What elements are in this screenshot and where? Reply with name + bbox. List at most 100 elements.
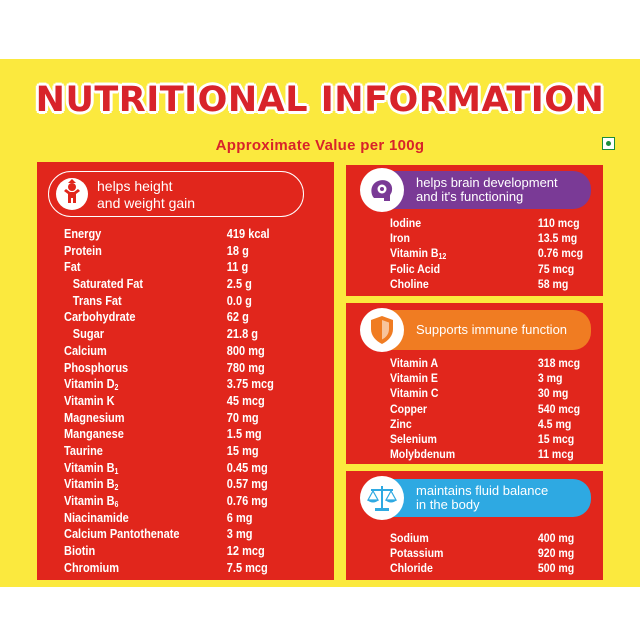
nutrient-value: 3.75 mcg xyxy=(226,377,274,392)
nutrient-value: 318 mcg xyxy=(537,356,581,370)
nutrient-row: Trans Fat 0.0 g xyxy=(64,293,293,310)
immune-nutrient-list: Vitamin A 318 mcg Vitamin E 3 mg Vitamin C 30… xyxy=(390,356,630,462)
page-subtitle: Approximate Value per 100g xyxy=(215,137,425,154)
immune-header: Supports immune function xyxy=(360,308,591,352)
nutrient-value: 70 mg xyxy=(226,410,259,425)
nutrient-name: Sugar xyxy=(72,327,104,342)
nutrient-row: Iodine 110 mcg xyxy=(390,216,601,231)
nutrient-value: 2.5 g xyxy=(226,277,252,292)
nutrient-name: Selenium xyxy=(390,431,437,446)
nutrient-row: Sugar 21.8 g xyxy=(64,326,293,343)
brain-header-line2: and it's functioning xyxy=(416,189,524,204)
nutrient-row: Niacinamide 6 mg xyxy=(64,510,293,527)
nutrient-name: Carbohydrate xyxy=(64,310,136,325)
nutrient-name: Copper xyxy=(390,401,427,416)
nutrient-name: Manganese xyxy=(64,427,124,442)
nutrient-value: 21.8 g xyxy=(226,327,258,342)
growth-nutrient-list: Energy 419 kcal Protein 18 g Fat 11 g Saturate… xyxy=(64,226,324,576)
nutrient-value: 7.5 mcg xyxy=(226,560,268,575)
nutrient-name: Saturated Fat xyxy=(72,277,144,292)
shield-icon xyxy=(360,308,404,352)
nutrient-value: 500 mg xyxy=(537,561,575,576)
brain-header-line1: helps brain development xyxy=(416,175,558,190)
nutrient-value: 110 mcg xyxy=(537,216,580,230)
nutrient-name: Iodine xyxy=(390,216,422,230)
fluid-nutrient-list: Sodium 400 mg Potassium 920 mg Chloride 500 m… xyxy=(390,531,630,577)
nutrient-name: Choline xyxy=(390,276,429,291)
nutrient-row: Vitamin B12 0.76 mcg xyxy=(390,246,601,261)
nutrient-row: Potassium 920 mg xyxy=(390,546,601,561)
fluid-header-text: maintains fluid balance in the body xyxy=(416,484,548,512)
nutrient-value: 6 mg xyxy=(226,510,253,525)
veg-mark-icon xyxy=(602,137,615,150)
brain-header: helps brain development and it's functio… xyxy=(360,168,591,212)
nutrient-name: Vitamin K xyxy=(64,393,115,408)
nutrient-value: 4.5 mg xyxy=(537,416,572,431)
nutrient-name: Vitamin A xyxy=(390,356,439,370)
nutrient-row: Fat 11 g xyxy=(64,259,293,276)
nutrient-value: 0.45 mg xyxy=(226,460,268,475)
nutrient-value: 58 mg xyxy=(537,276,569,291)
nutrient-row: Folic Acid 75 mcg xyxy=(390,262,601,277)
nutrient-name: Sodium xyxy=(390,531,429,545)
nutrient-row: Vitamin C 30 mg xyxy=(390,386,601,401)
nutrient-value: 18 g xyxy=(226,243,249,258)
nutrient-row: Iron 13.5 mg xyxy=(390,231,601,246)
nutrient-value: 62 g xyxy=(226,310,249,325)
nutrient-value: 15 mcg xyxy=(537,431,575,446)
nutrient-row: Protein 18 g xyxy=(64,243,293,260)
nutrient-value: 0.0 g xyxy=(226,293,252,308)
nutrient-name: Potassium xyxy=(390,546,444,561)
nutrient-row: Saturated Fat 2.5 g xyxy=(64,276,293,293)
nutrient-name: Chloride xyxy=(390,561,433,576)
nutrient-name: Vitamin B1 xyxy=(64,460,119,476)
nutrient-row: Chromium 7.5 mcg xyxy=(64,560,293,577)
nutrient-row: Zinc 4.5 mg xyxy=(390,417,601,432)
nutrient-value: 15 mg xyxy=(226,443,259,458)
nutrient-value: 30 mg xyxy=(537,386,569,401)
nutrient-row: Magnesium 70 mg xyxy=(64,410,293,427)
growth-header-text: helps height and weight gain xyxy=(97,178,195,212)
nutrient-name: Calcium xyxy=(64,343,107,358)
growth-header-line1: helps height xyxy=(97,178,173,194)
nutrient-name: Vitamin E xyxy=(390,371,438,386)
nutrient-row: Selenium 15 mcg xyxy=(390,432,601,447)
nutrient-row: Vitamin B1 0.45 mg xyxy=(64,460,293,477)
nutrient-row: Carbohydrate 62 g xyxy=(64,309,293,326)
nutrient-row: Vitamin K 45 mcg xyxy=(64,393,293,410)
nutrient-value: 11 g xyxy=(226,260,249,275)
nutrient-value: 11 mcg xyxy=(537,447,574,462)
nutrient-name: Biotin xyxy=(64,544,96,559)
nutrient-name: Vitamin D2 xyxy=(64,377,119,393)
nutrient-value: 920 mg xyxy=(537,546,575,561)
nutrient-value: 0.57 mg xyxy=(226,477,268,492)
nutrient-value: 3 mg xyxy=(537,371,563,386)
nutrient-row: Taurine 15 mg xyxy=(64,443,293,460)
nutrient-row: Calcium Pantothenate 3 mg xyxy=(64,526,293,543)
nutrient-name: Chromium xyxy=(64,560,119,575)
immune-header-line1: Supports immune function xyxy=(416,322,568,337)
growth-header: helps height and weight gain xyxy=(48,171,304,217)
nutrient-value: 419 kcal xyxy=(226,227,270,241)
nutrient-value: 0.76 mg xyxy=(226,494,268,508)
nutrient-value: 780 mg xyxy=(226,360,265,375)
balance-scale-icon xyxy=(360,476,404,520)
nutrient-row: Vitamin A 318 mcg xyxy=(390,356,601,371)
nutrient-name: Vitamin B2 xyxy=(64,477,119,493)
fluid-header: maintains fluid balance in the body xyxy=(360,476,591,520)
nutrient-row: Vitamin D2 3.75 mcg xyxy=(64,376,293,393)
nutrient-name: Fat xyxy=(64,260,81,275)
nutrient-row: Vitamin B2 0.57 mg xyxy=(64,476,293,493)
nutrient-name: Phosphorus xyxy=(64,360,129,375)
fluid-header-line2: in the body xyxy=(416,497,480,512)
growth-header-line2: and weight gain xyxy=(97,195,196,211)
nutrient-name: Vitamin B12 xyxy=(390,246,447,262)
nutrient-row: Manganese 1.5 mg xyxy=(64,426,293,443)
nutrient-row: Vitamin B6 0.76 mg xyxy=(64,493,293,510)
nutrient-row: Vitamin E 3 mg xyxy=(390,371,601,386)
nutrient-name: Energy xyxy=(64,227,102,241)
nutrient-row: Biotin 12 mcg xyxy=(64,543,293,560)
nutrient-row: Choline 58 mg xyxy=(390,277,601,292)
nutrient-value: 1.5 mg xyxy=(226,427,262,442)
nutrient-row: Energy 419 kcal xyxy=(64,226,293,243)
